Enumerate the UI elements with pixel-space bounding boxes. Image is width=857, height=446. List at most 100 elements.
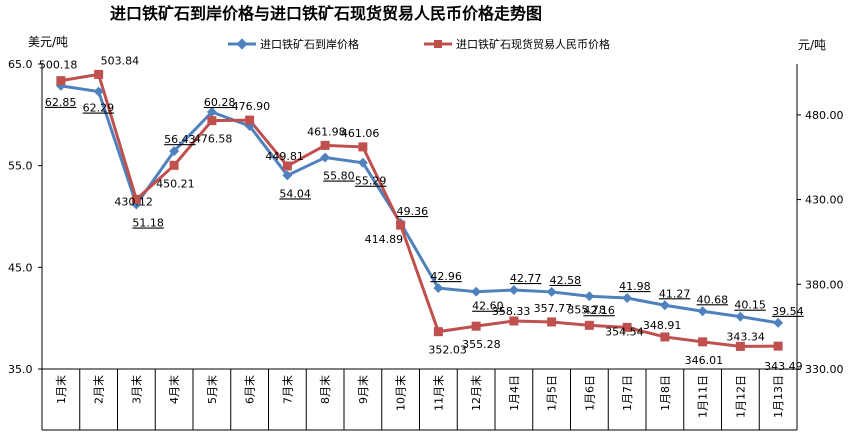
data-point-rmb <box>773 341 783 351</box>
data-point-fob <box>735 311 746 322</box>
data-label-rmb: 449.81 <box>265 150 304 163</box>
left-axis-unit: 美元/吨 <box>28 35 68 49</box>
x-axis-tick-label: 1月5日 <box>546 375 559 411</box>
data-label-fob: 55.80 <box>323 170 355 183</box>
data-label-fob: 42.60 <box>472 300 504 313</box>
data-label-fob: 56.43 <box>164 133 196 146</box>
chart-title: 进口铁矿石到岸价格与进口铁矿石现货贸易人民币价格走势图 <box>110 4 542 23</box>
data-label-fob: 42.77 <box>510 272 542 285</box>
data-label-fob: 62.85 <box>45 96 77 109</box>
legend-marker-rmb <box>434 40 442 48</box>
x-axis-tick-label: 1月4日 <box>508 375 521 411</box>
data-point-fob <box>357 157 368 168</box>
data-label-fob: 55.29 <box>355 175 387 188</box>
left-axis-tick-label: 35.0 <box>8 363 33 376</box>
data-point-rmb <box>509 316 519 326</box>
series-line-fob <box>60 84 779 325</box>
data-label-fob: 49.36 <box>397 205 429 218</box>
data-point-rmb <box>245 115 255 125</box>
data-point-rmb <box>358 142 368 152</box>
data-point-rmb <box>56 76 66 86</box>
series-lines <box>60 72 779 348</box>
data-point-rmb <box>282 161 292 171</box>
data-point-fob <box>93 86 104 97</box>
x-axis-tick-label: 7月末 <box>280 375 294 404</box>
data-label-rmb: 355.78 <box>567 303 606 316</box>
data-label-rmb: 343.34 <box>726 330 765 343</box>
data-point-fob <box>773 317 784 328</box>
axes: 35.0 45.0 55.0 65.0 330.00 380.00 430.00 480.00… <box>8 58 844 431</box>
data-label-fob: 42.96 <box>430 270 462 283</box>
data-label-rmb: 357.77 <box>534 302 573 315</box>
legend-label-rmb: 进口铁矿石现货贸易人民币价格 <box>456 37 610 51</box>
data-label-fob: 40.68 <box>697 293 729 306</box>
data-label-fob: 60.28 <box>204 96 236 109</box>
data-point-fob <box>282 170 293 181</box>
data-point-rmb <box>396 220 406 230</box>
data-label-fob: 40.15 <box>734 299 766 312</box>
data-point-rmb <box>547 317 557 327</box>
x-axis-tick-label: 3月末 <box>129 375 143 404</box>
left-axis-tick-label: 65.0 <box>8 58 33 71</box>
x-axis-tick-label: 1月6日 <box>583 375 596 411</box>
legend-label-fob: 进口铁矿石到岸价格 <box>260 37 359 51</box>
data-point-fob <box>206 107 217 117</box>
data-label-fob: 62.29 <box>83 102 115 115</box>
data-label-fob: 39.54 <box>772 305 804 318</box>
data-label-rmb: 476.58 <box>194 133 233 146</box>
data-label-rmb: 450.21 <box>156 177 195 190</box>
data-label-rmb: 354.54 <box>605 325 644 338</box>
data-point-rmb <box>735 341 745 351</box>
right-axis-tick-label: 380.00 <box>805 278 844 291</box>
data-point-rmb <box>169 160 179 170</box>
data-point-fob <box>508 285 519 295</box>
data-label-rmb: 500.18 <box>39 59 78 72</box>
left-axis-tick-label: 55.0 <box>8 160 33 173</box>
data-point-fob <box>169 146 180 157</box>
data-label-fob: 54.04 <box>279 187 311 200</box>
data-label-fob: 42.16 <box>583 304 615 317</box>
x-axis-tick-label: 2月末 <box>92 375 106 404</box>
data-point-rmb <box>660 332 670 342</box>
data-label-rmb: 414.89 <box>365 233 404 246</box>
data-point-rmb <box>207 116 217 126</box>
data-label-rmb: 503.84 <box>101 54 140 67</box>
data-point-rmb <box>584 320 594 330</box>
data-point-rmb <box>94 69 104 79</box>
legend-marker-fob <box>236 38 248 50</box>
x-axis-tick-label: 12月末 <box>469 375 483 411</box>
data-point-fob <box>697 306 708 317</box>
data-label-rmb: 461.98 <box>307 125 346 138</box>
right-axis-tick-label: 330.00 <box>805 363 844 376</box>
data-point-fob <box>546 286 557 297</box>
data-label-rmb: 348.91 <box>643 319 682 332</box>
legend: 进口铁矿石到岸价格 进口铁矿石现货贸易人民币价格 <box>228 37 610 51</box>
x-axis-tick-label: 1月7日 <box>621 375 634 411</box>
data-point-rmb <box>433 327 443 337</box>
data-point-fob <box>584 291 595 302</box>
data-label-fob: 51.18 <box>132 217 164 230</box>
data-point-fob <box>471 286 482 297</box>
series-line-rmb <box>60 72 779 348</box>
right-axis-tick-label: 430.00 <box>805 194 844 207</box>
data-label-rmb: 343.49 <box>764 360 803 373</box>
data-label-rmb: 461.06 <box>341 127 380 140</box>
data-point-fob <box>622 293 633 303</box>
markers <box>55 69 784 351</box>
data-label-fob: 41.98 <box>619 280 651 293</box>
data-label-rmb: 358.33 <box>492 305 531 318</box>
data-label-rmb: 476.90 <box>232 100 271 113</box>
x-axis-tick-label: 6月末 <box>243 375 257 404</box>
x-axis-tick-label: 1月8日 <box>659 375 672 411</box>
x-axis-tick-label: 1月11日 <box>697 375 710 418</box>
data-point-rmb <box>131 194 141 204</box>
x-axis-tick-label: 9月末 <box>356 375 370 404</box>
right-axis-unit: 元/吨 <box>798 38 826 52</box>
x-axis-tick-label: 4月末 <box>167 375 181 404</box>
data-label-rmb: 346.01 <box>685 354 724 367</box>
x-axis-tick-label: 8月末 <box>318 375 332 404</box>
x-axis-tick-label: 5月末 <box>205 375 219 404</box>
data-label-rmb: 355.28 <box>462 338 501 351</box>
x-axis-tick-label: 11月末 <box>431 375 445 411</box>
